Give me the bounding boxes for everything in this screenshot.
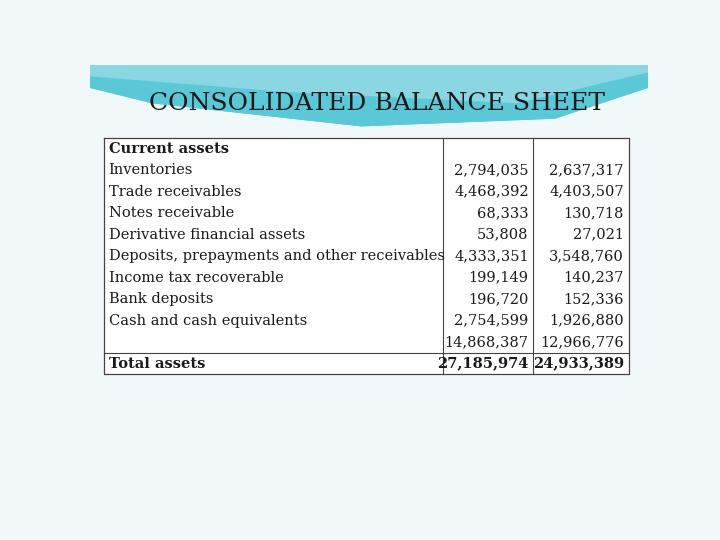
Text: 27,021: 27,021: [573, 228, 624, 242]
Text: 4,468,392: 4,468,392: [454, 185, 528, 199]
Text: 2,794,035: 2,794,035: [454, 163, 528, 177]
Text: Income tax recoverable: Income tax recoverable: [109, 271, 284, 285]
Text: 53,808: 53,808: [477, 228, 528, 242]
Text: 196,720: 196,720: [468, 292, 528, 306]
Text: CONSOLIDATED BALANCE SHEET: CONSOLIDATED BALANCE SHEET: [149, 92, 605, 115]
Text: 2,637,317: 2,637,317: [549, 163, 624, 177]
Text: Deposits, prepayments and other receivables: Deposits, prepayments and other receivab…: [109, 249, 445, 263]
FancyBboxPatch shape: [90, 65, 648, 481]
Text: 4,403,507: 4,403,507: [549, 185, 624, 199]
Polygon shape: [90, 65, 648, 126]
Text: 3,548,760: 3,548,760: [549, 249, 624, 263]
Text: 1,926,880: 1,926,880: [549, 314, 624, 328]
Text: 12,966,776: 12,966,776: [540, 335, 624, 349]
Text: 14,868,387: 14,868,387: [445, 335, 528, 349]
Text: Total assets: Total assets: [109, 356, 205, 370]
Text: 199,149: 199,149: [469, 271, 528, 285]
Text: Trade receivables: Trade receivables: [109, 185, 241, 199]
Text: Bank deposits: Bank deposits: [109, 292, 213, 306]
Text: Current assets: Current assets: [109, 141, 229, 156]
Text: Derivative financial assets: Derivative financial assets: [109, 228, 305, 242]
Polygon shape: [90, 65, 648, 126]
Text: 24,933,389: 24,933,389: [533, 356, 624, 370]
Text: 2,754,599: 2,754,599: [454, 314, 528, 328]
Text: 130,718: 130,718: [564, 206, 624, 220]
Text: Notes receivable: Notes receivable: [109, 206, 234, 220]
Polygon shape: [90, 65, 648, 103]
Text: 152,336: 152,336: [564, 292, 624, 306]
Polygon shape: [90, 65, 648, 103]
Text: Cash and cash equivalents: Cash and cash equivalents: [109, 314, 307, 328]
FancyBboxPatch shape: [90, 84, 648, 481]
Text: 27,185,974: 27,185,974: [437, 356, 528, 370]
FancyBboxPatch shape: [104, 138, 629, 374]
Text: 4,333,351: 4,333,351: [454, 249, 528, 263]
Text: 68,333: 68,333: [477, 206, 528, 220]
Text: Inventories: Inventories: [109, 163, 193, 177]
Text: 140,237: 140,237: [564, 271, 624, 285]
